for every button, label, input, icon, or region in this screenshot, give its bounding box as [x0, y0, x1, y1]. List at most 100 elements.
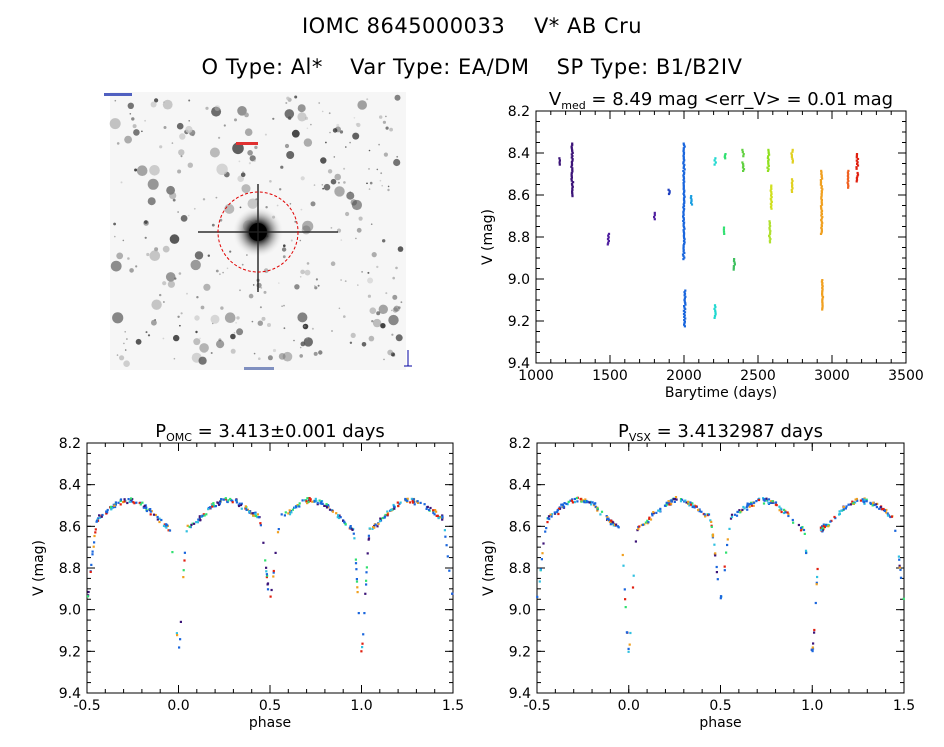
data-point: [593, 503, 596, 506]
data-point: [355, 580, 359, 583]
data-point: [227, 499, 230, 502]
field-star: [211, 223, 215, 227]
data-point: [294, 505, 298, 508]
data-point: [821, 528, 824, 531]
y-tick-label: 8.8: [508, 230, 530, 246]
data-point: [683, 191, 686, 194]
data-point: [770, 196, 773, 199]
field-star: [395, 266, 398, 270]
data-point: [244, 505, 247, 508]
data-point: [770, 500, 773, 503]
data-point: [309, 498, 312, 501]
data-point: [445, 544, 448, 547]
data-point: [441, 518, 444, 521]
field-star: [126, 338, 128, 340]
data-point: [410, 497, 413, 500]
data-point: [569, 499, 572, 502]
data-point: [820, 189, 823, 192]
data-point: [251, 512, 254, 515]
data-point: [821, 188, 824, 191]
data-point: [198, 519, 202, 522]
data-point: [768, 241, 772, 244]
data-point: [791, 159, 794, 162]
data-point: [819, 232, 823, 235]
field-star: [236, 316, 240, 320]
data-point: [588, 501, 591, 504]
data-point: [152, 513, 156, 516]
data-point: [826, 523, 829, 526]
data-point: [637, 527, 640, 531]
data-point: [710, 520, 713, 523]
data-point: [114, 503, 117, 506]
data-point: [684, 301, 687, 305]
field-star: [178, 272, 182, 275]
field-star: [169, 234, 180, 244]
field-star: [219, 218, 223, 222]
data-point: [536, 595, 539, 598]
data-point: [682, 175, 685, 179]
field-star: [283, 327, 286, 330]
data-point: [710, 525, 713, 528]
field-star: [230, 348, 236, 354]
data-point: [404, 499, 407, 502]
data-point: [356, 591, 359, 594]
data-point: [382, 516, 385, 520]
data-point: [770, 186, 773, 189]
field-star: [300, 208, 303, 211]
data-point: [653, 216, 656, 219]
data-point: [765, 499, 768, 502]
field-star: [195, 330, 198, 334]
data-point: [556, 510, 559, 513]
data-point: [863, 502, 866, 505]
data-point: [714, 311, 717, 314]
data-point: [94, 531, 97, 534]
data-point: [683, 159, 686, 162]
data-point: [571, 184, 574, 187]
data-point: [655, 511, 658, 514]
field-star: [281, 247, 287, 252]
plot-title: Vmed = 8.49 mag <err_V> = 0.01 mag: [549, 89, 893, 112]
data-point: [742, 168, 746, 171]
data-point: [693, 505, 696, 508]
field-star: [311, 327, 314, 330]
field-star: [318, 350, 323, 355]
data-point: [742, 164, 745, 167]
data-point: [715, 571, 718, 574]
data-point: [624, 606, 627, 609]
data-point: [670, 503, 673, 506]
image-header-tag: [104, 93, 132, 96]
data-point: [607, 519, 611, 522]
data-point: [713, 163, 716, 166]
data-point: [561, 504, 565, 507]
field-star: [258, 357, 261, 361]
data-point: [821, 215, 824, 219]
data-point: [570, 165, 573, 168]
data-point: [894, 529, 897, 532]
field-star: [351, 199, 362, 211]
field-star: [124, 349, 127, 351]
data-point: [90, 563, 93, 566]
field-star: [222, 271, 224, 274]
data-point: [846, 181, 849, 184]
field-star: [113, 222, 116, 226]
data-point: [724, 157, 727, 160]
data-point: [820, 172, 823, 176]
field-star: [371, 320, 374, 323]
data-point: [714, 306, 717, 309]
data-point: [571, 170, 574, 173]
data-point: [856, 164, 860, 167]
field-star: [306, 262, 310, 265]
data-point: [114, 501, 117, 504]
data-point: [682, 169, 685, 173]
field-star: [392, 276, 396, 280]
field-star: [260, 287, 263, 289]
data-point: [820, 203, 824, 206]
data-point: [820, 200, 823, 203]
data-point: [683, 298, 686, 301]
data-point: [844, 507, 847, 510]
data-point: [820, 231, 823, 234]
data-point: [365, 583, 368, 586]
data-point: [855, 180, 858, 183]
data-point: [899, 576, 903, 579]
data-point: [572, 181, 575, 184]
